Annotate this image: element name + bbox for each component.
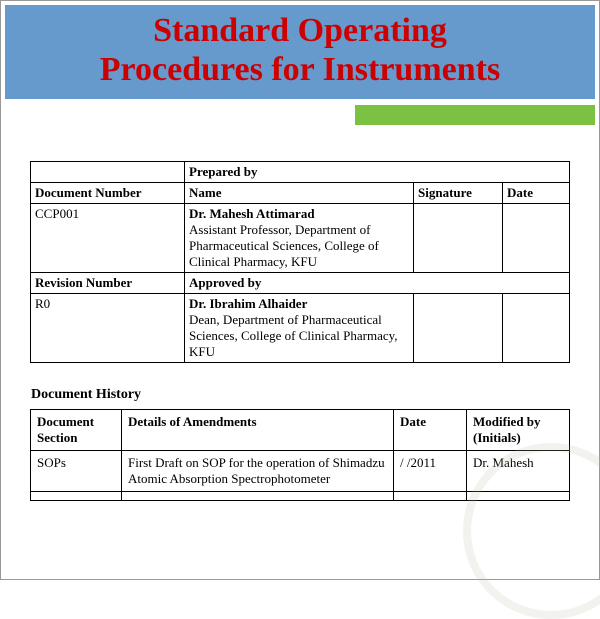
prepared-by-label: Prepared by — [189, 164, 258, 179]
hist-section — [31, 492, 122, 501]
approved-by-cell: Dr. Ibrahim Alhaider Dean, Department of… — [185, 294, 414, 363]
hist-col-section: Document Section — [31, 410, 122, 451]
hist-details: First Draft on SOP for the operation of … — [122, 451, 394, 492]
date-header: Date — [503, 183, 570, 204]
hist-modified — [467, 492, 570, 501]
hist-date — [394, 492, 467, 501]
accent-bar-wrap — [5, 103, 595, 127]
doc-number-header: Document Number — [31, 183, 185, 204]
history-row: SOPs First Draft on SOP for the operatio… — [31, 451, 570, 492]
hist-col-details: Details of Amendments — [122, 410, 394, 451]
hist-col-date: Date — [394, 410, 467, 451]
prepared-details: Assistant Professor, Department of Pharm… — [189, 222, 379, 269]
accent-bar — [355, 103, 595, 127]
approved-name: Dr. Ibrahim Alhaider — [189, 296, 307, 311]
hist-modified: Dr. Mahesh — [467, 451, 570, 492]
hist-date: / /2011 — [394, 451, 467, 492]
history-row — [31, 492, 570, 501]
info-table: Prepared by Document Number Name Signatu… — [30, 161, 570, 363]
name-header: Name — [185, 183, 414, 204]
history-table: Document Section Details of Amendments D… — [30, 409, 570, 501]
document-title: Standard Operating Procedures for Instru… — [15, 11, 585, 89]
doc-number-value: CCP001 — [31, 204, 185, 273]
prepared-by-cell: Dr. Mahesh Attimarad Assistant Professor… — [185, 204, 414, 273]
approved-details: Dean, Department of Pharmaceutical Scien… — [189, 312, 398, 359]
hist-details — [122, 492, 394, 501]
hist-section: SOPs — [31, 451, 122, 492]
approved-by-label: Approved by — [189, 275, 261, 290]
title-line-2: Procedures for Instruments — [100, 51, 500, 88]
header-band: Standard Operating Procedures for Instru… — [5, 5, 595, 99]
signature-header: Signature — [414, 183, 503, 204]
hist-col-modified: Modified by (Initials) — [467, 410, 570, 451]
history-section-title: Document History — [31, 387, 599, 403]
prepared-name: Dr. Mahesh Attimarad — [189, 206, 315, 221]
revision-number-header: Revision Number — [31, 273, 185, 294]
revision-number-value: R0 — [31, 294, 185, 363]
title-line-1: Standard Operating — [153, 12, 447, 49]
